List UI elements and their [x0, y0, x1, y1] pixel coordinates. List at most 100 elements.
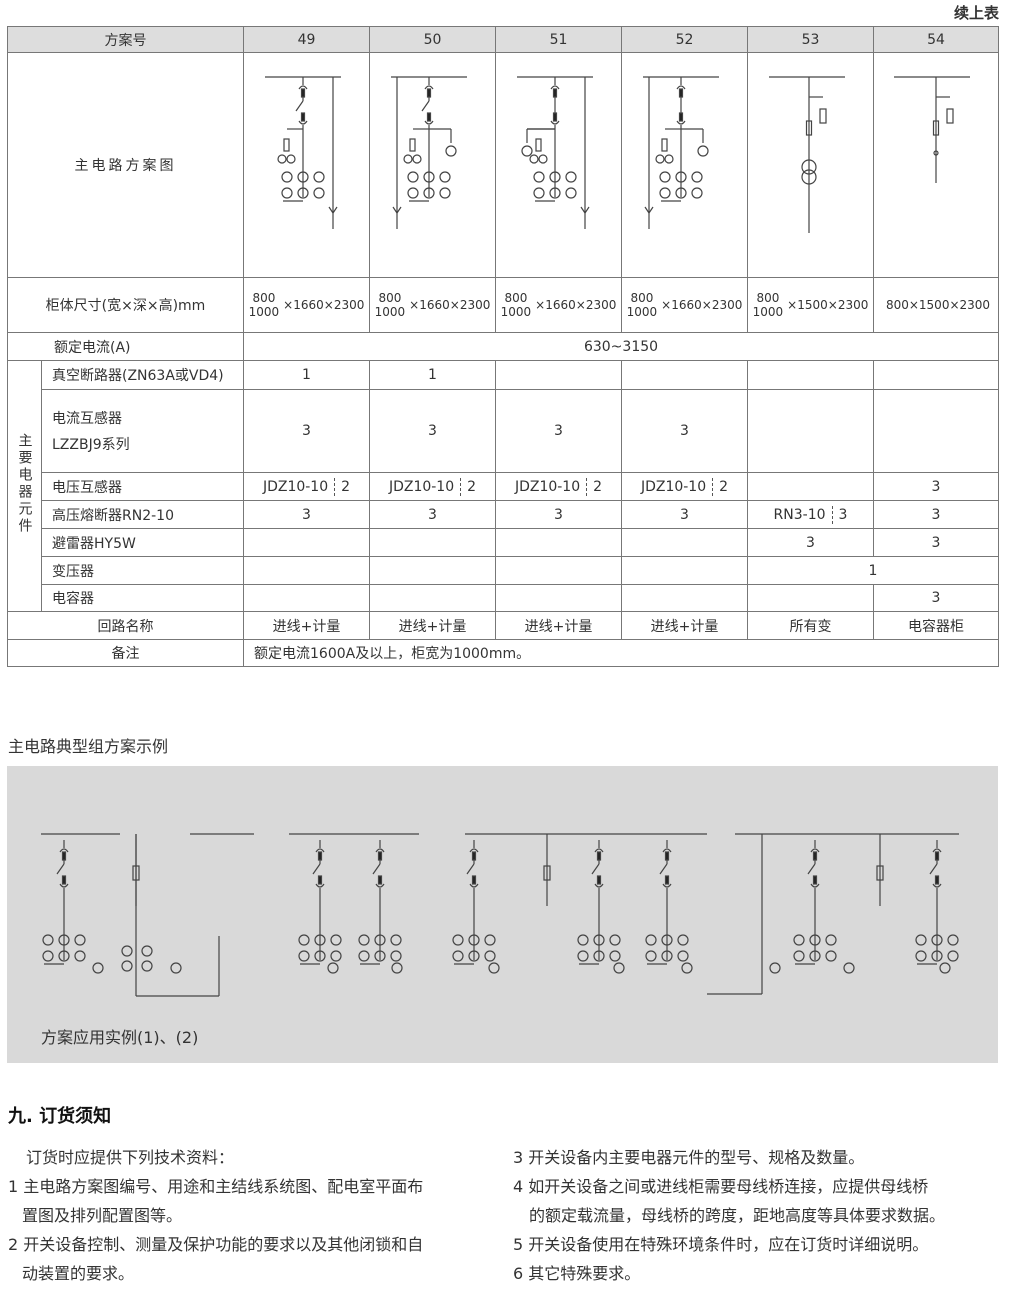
- width-option: 800: [252, 291, 276, 305]
- width-option: 1000: [500, 305, 532, 319]
- header-label: 方案号: [7, 26, 244, 53]
- scheme-table: 方案号 49 50 51 52 53 54 主电路方案图 柜体尺寸(宽×深×高)mm 800…: [7, 26, 999, 667]
- component-value: 3: [873, 472, 999, 501]
- diagram-scheme-52: [621, 52, 748, 278]
- component-value: 3: [873, 584, 999, 612]
- current-value: 630~3150: [243, 332, 999, 361]
- component-value: [747, 389, 874, 473]
- current-label: 额定电流(A): [7, 332, 244, 361]
- order-item: 3 开关设备内主要电器元件的型号、规格及数量。: [513, 1148, 865, 1167]
- diagram-label: 主电路方案图: [7, 52, 244, 278]
- single-line-diagram: [768, 76, 845, 233]
- model: JDZ10-10: [388, 478, 455, 495]
- component-value: [621, 528, 748, 557]
- component-value: 3: [369, 389, 496, 473]
- order-item: 4 如开关设备之间或进线柜需要母线桥连接，应提供母线桥: [513, 1177, 929, 1196]
- order-intro: 订货时应提供下列技术资料：: [26, 1148, 235, 1167]
- component-value: 3: [495, 500, 622, 529]
- component-value: [243, 584, 370, 612]
- component-value: 1: [369, 360, 496, 390]
- component-value: [243, 528, 370, 557]
- single-line-diagram: [894, 76, 970, 183]
- component-label: 真空断路器(ZN63A或VD4): [52, 368, 224, 384]
- component-value: 3: [621, 389, 748, 473]
- component-value: 3: [369, 500, 496, 529]
- note-value: 额定电流1600A及以上，柜宽为1000mm。: [243, 639, 999, 667]
- component-value: [873, 360, 999, 390]
- size-cell: 800 1000 ×1660×2300: [369, 277, 496, 333]
- scheme-no: 49: [243, 26, 370, 53]
- component-label: 避雷器HY5W: [52, 535, 136, 552]
- component-label-cell: 高压熔断器RN2-10: [41, 500, 244, 529]
- circuit-name: 电容器柜: [873, 611, 999, 640]
- component-value: [873, 389, 999, 473]
- component-value: 3: [621, 500, 748, 529]
- component-value: JDZ10-10 2: [495, 472, 622, 501]
- component-label: 电压互感器: [52, 479, 122, 496]
- qty: 2: [719, 478, 729, 495]
- depth-height: ×1660×2300: [535, 298, 617, 312]
- circuit-name: 进线+计量: [621, 611, 748, 640]
- diagram-scheme-54: [873, 52, 999, 278]
- component-value: 3: [243, 500, 370, 529]
- component-value: [369, 556, 496, 585]
- component-value: [495, 528, 622, 557]
- continued-label: 续上表: [953, 4, 999, 22]
- component-label-2: LZZBJ9系列: [52, 437, 130, 453]
- depth-height: ×1660×2300: [409, 298, 491, 312]
- single-line-diagram: [516, 76, 593, 229]
- order-item: 6 其它特殊要求。: [513, 1264, 641, 1283]
- size-cell: 800 1000 ×1660×2300: [621, 277, 748, 333]
- diagram-scheme-49: [243, 52, 370, 278]
- example-title: 主电路典型组方案示例: [8, 737, 169, 756]
- component-label: 变压器: [52, 563, 94, 580]
- order-left: 订货时应提供下列技术资料： 1 主电路方案图编号、用途和主结线系统图、配电室平面…: [8, 1143, 498, 1288]
- order-item: 5 开关设备使用在特殊环境条件时，应在订货时详细说明。: [513, 1235, 929, 1254]
- scheme-no: 54: [873, 26, 999, 53]
- example-caption: 方案应用实例(1)、(2): [41, 1028, 199, 1047]
- component-value: 3: [747, 528, 874, 557]
- depth-height: 800×1500×2300: [885, 298, 991, 312]
- single-line-diagram: [264, 76, 341, 229]
- size-cell: 800 1000 ×1660×2300: [243, 277, 370, 333]
- scheme-no: 52: [621, 26, 748, 53]
- component-value: JDZ10-10 2: [621, 472, 748, 501]
- component-label-cell: 电容器: [41, 584, 244, 612]
- component-label-cell: 电压互感器: [41, 472, 244, 501]
- single-line-diagram: [642, 76, 719, 229]
- scheme-no: 50: [369, 26, 496, 53]
- component-value: [747, 360, 874, 390]
- circuit-name: 进线+计量: [369, 611, 496, 640]
- qty: 2: [341, 478, 351, 495]
- model: RN3-10: [773, 506, 826, 523]
- circuit-label: 回路名称: [7, 611, 244, 640]
- component-value: [369, 528, 496, 557]
- order-item: 的额定载流量，母线桥的跨度，距地高度等具体要求数据。: [529, 1206, 946, 1225]
- order-heading: 九. 订货须知: [8, 1106, 112, 1127]
- component-label-cell: 电流互感器 LZZBJ9系列: [41, 389, 244, 473]
- depth-height: ×1660×2300: [661, 298, 743, 312]
- component-value: 3: [243, 389, 370, 473]
- qty: 3: [838, 506, 848, 523]
- component-label: 电容器: [52, 591, 94, 607]
- component-label-cell: 避雷器HY5W: [41, 528, 244, 557]
- scheme-no: 51: [495, 26, 622, 53]
- example-diagram: [41, 833, 959, 997]
- qty: 2: [467, 478, 477, 495]
- order-item: 1 主电路方案图编号、用途和主结线系统图、配电室平面布: [8, 1177, 424, 1196]
- width-option: 1000: [626, 305, 658, 319]
- component-value: [495, 556, 622, 585]
- order-right: 3 开关设备内主要电器元件的型号、规格及数量。 4 如开关设备之间或进线柜需要母…: [513, 1143, 1013, 1288]
- component-value: [621, 584, 748, 612]
- size-cell: 800 1000 ×1500×2300: [747, 277, 874, 333]
- component-value: 3: [873, 528, 999, 557]
- circuit-name: 进线+计量: [495, 611, 622, 640]
- component-value: 1: [747, 556, 999, 585]
- order-item: 2 开关设备控制、测量及保护功能的要求以及其他闭锁和自: [8, 1235, 424, 1254]
- size-cell: 800 1000 ×1660×2300: [495, 277, 622, 333]
- component-value: 3: [873, 500, 999, 529]
- note-label: 备注: [7, 639, 244, 667]
- component-label: 高压熔断器RN2-10: [52, 507, 174, 524]
- circuit-name: 进线+计量: [243, 611, 370, 640]
